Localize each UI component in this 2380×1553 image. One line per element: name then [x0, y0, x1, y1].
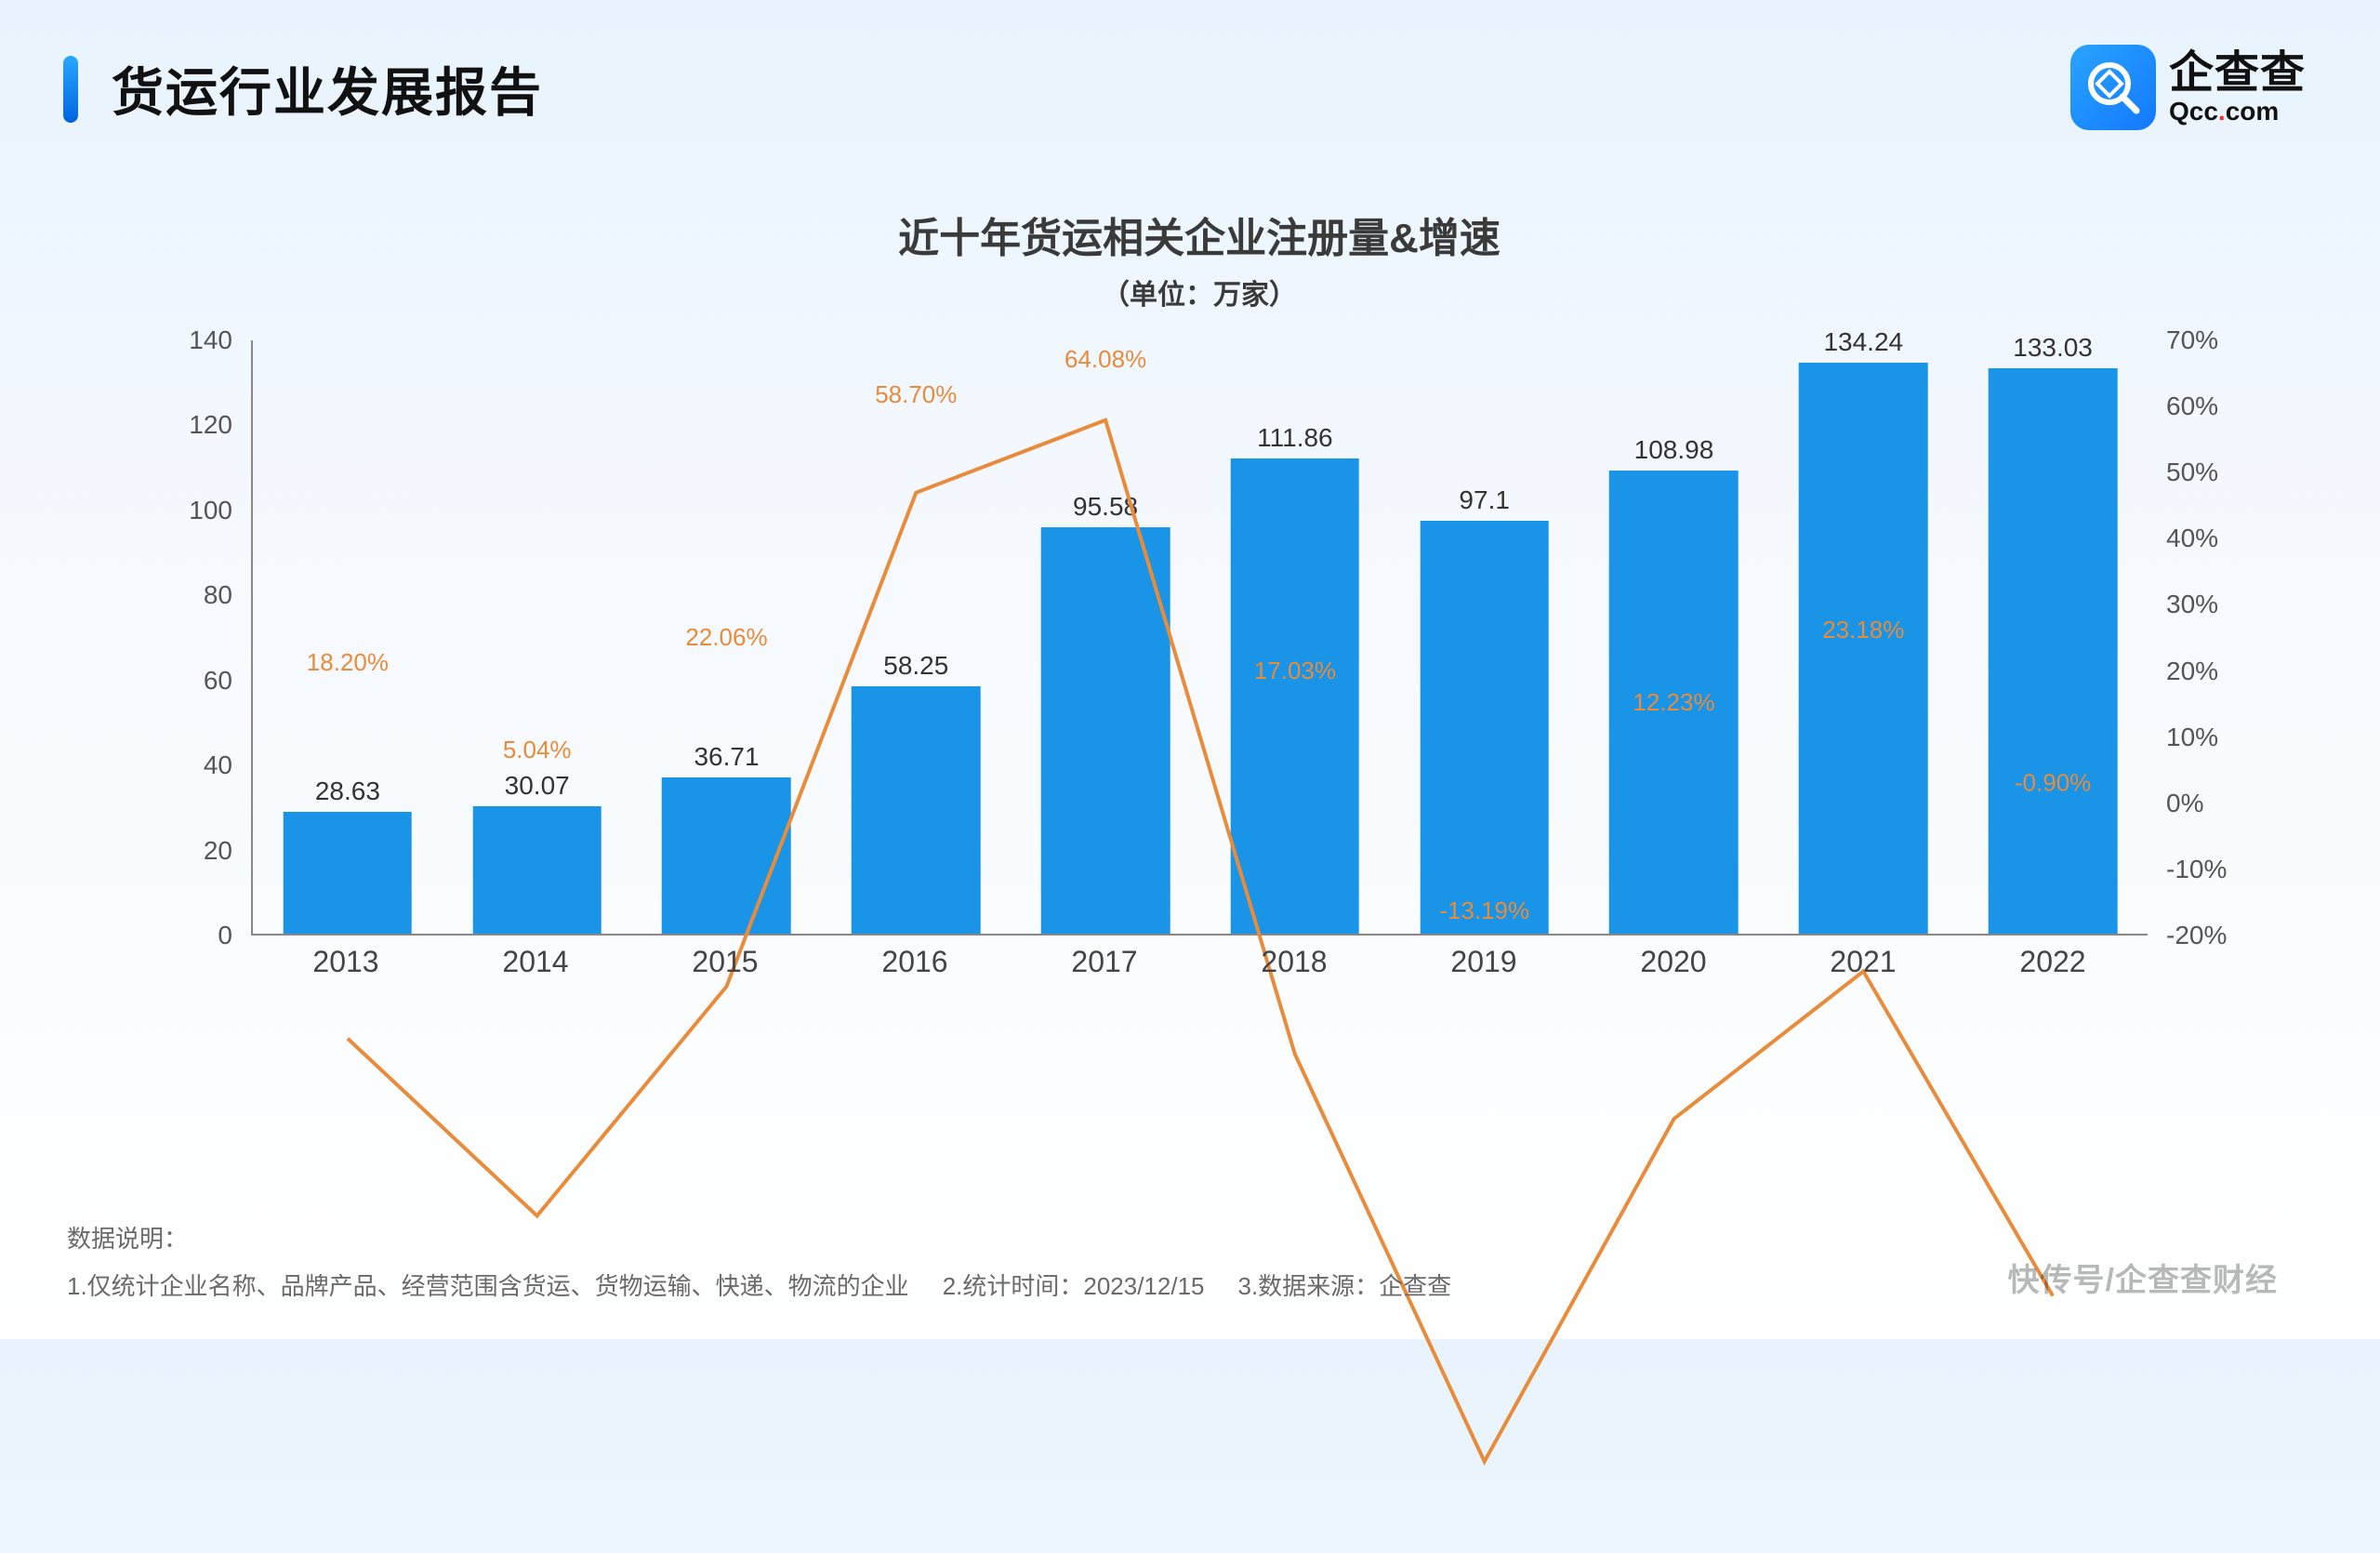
y-left-tick: 60 — [149, 666, 232, 696]
logo-text: 企查查 Qcc.com — [2169, 50, 2306, 125]
y-right-tick: 60% — [2166, 392, 2250, 421]
y-right-tick: 10% — [2166, 723, 2250, 752]
x-axis-label: 2019 — [1389, 945, 1579, 1001]
watermark: 快传号/企查查财经 — [2008, 1254, 2278, 1300]
logo-en-post: com — [2226, 97, 2280, 126]
y-left-tick: 40 — [149, 750, 232, 780]
x-axis-label: 2013 — [251, 945, 441, 1001]
logo-en-pre: Qcc — [2169, 97, 2218, 126]
line-value-label: 12.23% — [1633, 688, 1714, 717]
x-axis-label: 2017 — [1010, 945, 1199, 1001]
line-value-label: 23.18% — [1822, 616, 1904, 644]
y-right-tick: 40% — [2166, 524, 2250, 553]
x-axis-label: 2014 — [441, 945, 630, 1001]
line-value-label: 5.04% — [503, 736, 572, 764]
y-left-tick: 80 — [149, 580, 232, 610]
chart-plot: 020406080100120140 -20%-10%0%10%20%30%40… — [149, 340, 2250, 1010]
y-right-tick: 30% — [2166, 590, 2250, 619]
footer-notes: 数据说明： 1.仅统计企业名称、品牌产品、经营范围含货运、货物运输、快递、物流的… — [67, 1220, 2313, 1302]
y-right-tick: 20% — [2166, 657, 2250, 686]
x-axis-label: 2020 — [1579, 945, 1768, 1001]
x-axis-label: 2018 — [1199, 945, 1389, 1001]
y-left-tick: 100 — [149, 496, 232, 525]
report-header: 货运行业发展报告 — [63, 51, 543, 126]
x-axis-label: 2015 — [630, 945, 820, 1001]
footer-item: 2.统计时间：2023/12/15 — [943, 1268, 1205, 1302]
y-left-tick: 20 — [149, 836, 232, 866]
logo-badge-icon — [2070, 45, 2156, 130]
y-right-tick: -10% — [2166, 855, 2250, 884]
line-value-label: 64.08% — [1064, 345, 1146, 374]
y-left-tick: 140 — [149, 325, 232, 355]
x-axis-labels: 2013201420152016201720182019202020212022 — [251, 945, 2148, 1001]
y-right-tick: 50% — [2166, 458, 2250, 487]
footer-items: 1.仅统计企业名称、品牌产品、经营范围含货运、货物运输、快递、物流的企业 2.统计… — [67, 1268, 2313, 1302]
chart-title: 近十年货运相关企业注册量&增速 — [149, 205, 2250, 264]
chart-container: 近十年货运相关企业注册量&增速 （单位：万家） 0 20 40 60 80 100 120 1… — [149, 205, 2250, 1010]
x-axis-label: 2016 — [820, 945, 1010, 1001]
logo-cn: 企查查 — [2169, 50, 2306, 97]
y-right-tick: 0% — [2166, 789, 2250, 818]
footer-heading: 数据说明： — [67, 1220, 2313, 1254]
logo-en-dot: . — [2218, 97, 2226, 126]
y-left-tick: 120 — [149, 410, 232, 440]
line-value-label: 58.70% — [875, 380, 957, 409]
y-left-tick: 0 — [149, 921, 232, 950]
x-axis-label: 2021 — [1768, 945, 1958, 1001]
report-title: 货运行业发展报告 — [112, 51, 543, 126]
line-value-label: -13.19% — [1439, 896, 1529, 925]
plot-area: 28.6330.0736.7158.2595.58111.8697.1108.9… — [251, 340, 2148, 936]
y-axis-left: 020406080100120140 — [149, 340, 232, 936]
y-right-tick: 70% — [2166, 325, 2250, 355]
y-axis-right: -20%-10%0%10%20%30%40%50%60%70% — [2166, 340, 2250, 936]
line-labels: 18.20% 5.04% 22.06% 58.70% 64.08% 17.03% -13.1… — [253, 340, 2148, 934]
line-value-label: 22.06% — [685, 623, 767, 652]
logo-en: Qcc.com — [2169, 98, 2306, 125]
x-axis-label: 2022 — [1958, 945, 2148, 1001]
chart-subtitle: （单位：万家） — [149, 272, 2250, 312]
footer-item: 3.数据来源：企查查 — [1238, 1268, 1452, 1302]
line-value-label: -0.90% — [2015, 769, 2091, 798]
line-value-label: 17.03% — [1254, 656, 1336, 684]
y-right-tick: -20% — [2166, 921, 2250, 950]
footer-item: 1.仅统计企业名称、品牌产品、经营范围含货运、货物运输、快递、物流的企业 — [67, 1268, 909, 1302]
brand-logo: 企查查 Qcc.com — [2070, 45, 2306, 130]
header-accent-bar — [63, 56, 78, 123]
line-value-label: 18.20% — [307, 648, 389, 677]
